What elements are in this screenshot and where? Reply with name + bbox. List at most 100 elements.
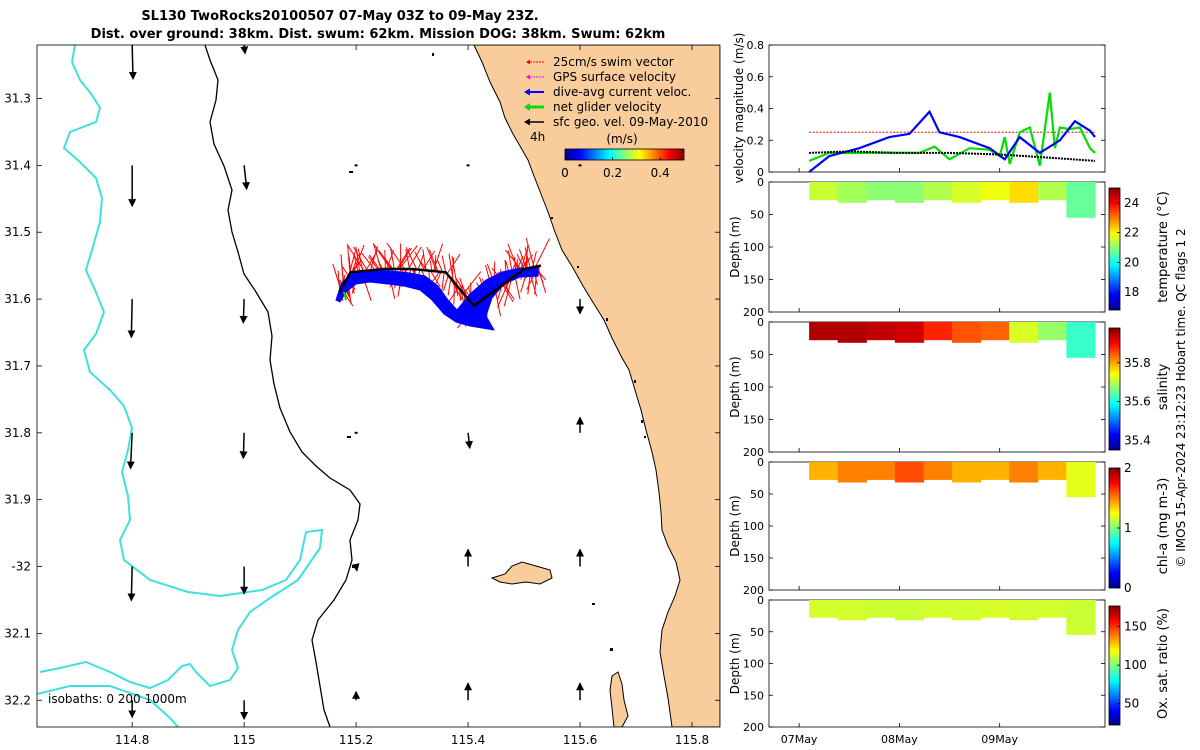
sfc-velocity-arrow xyxy=(354,164,358,167)
section-ytick-label: 0 xyxy=(757,176,764,189)
section-ytick-label: 150 xyxy=(743,414,764,427)
swim-vector xyxy=(373,244,391,270)
section-ytick-label: 100 xyxy=(743,381,764,394)
velocity-ytick-label: 0.8 xyxy=(747,39,765,52)
credit-text: © IMOS 15-Apr-2024 23:12:23 Hobart time.… xyxy=(1174,228,1188,567)
section-panel: 0 50 100 150 200 Depth (m) 50 100 150 Ox. sat. ra… xyxy=(728,594,1171,734)
section-cell xyxy=(837,600,867,621)
title-line1: SL130 TwoRocks20100507 07-May 03Z to 09-… xyxy=(141,9,538,24)
section-colorbar-label: 22 xyxy=(1124,226,1139,240)
section-cell xyxy=(1066,462,1096,498)
sfc-velocity-arrow xyxy=(126,432,135,470)
section-cell xyxy=(894,182,925,203)
section-cell xyxy=(923,182,953,201)
section-colorbar-label: 100 xyxy=(1124,658,1147,672)
velocity-ylabel: velocity magnitude (m/s) xyxy=(732,33,746,184)
sfc-velocity-arrow xyxy=(241,165,250,191)
swim-vector xyxy=(428,249,439,272)
section-axes xyxy=(768,461,1106,591)
swim-vector xyxy=(516,253,525,270)
swim-vector xyxy=(368,254,380,270)
colorbar-tick-label: 0 xyxy=(561,166,569,180)
island xyxy=(490,561,553,585)
section-cell xyxy=(866,322,896,341)
section-colorbar-label: 35.6 xyxy=(1124,395,1151,409)
map-ytick-label: 31.9 xyxy=(4,493,31,507)
section-cell xyxy=(923,462,953,480)
time-xtick-label: 08May xyxy=(881,733,918,746)
section-cell xyxy=(894,322,925,343)
velocity-series-line xyxy=(809,150,1096,162)
time-x-ticks: 07May 08May 09May xyxy=(781,733,1019,746)
velocity-ytick-label: 0.2 xyxy=(747,134,765,147)
section-ytick-label: 100 xyxy=(743,241,764,254)
section-colorbar-label: 20 xyxy=(1124,255,1139,269)
section-colorbar xyxy=(1108,327,1121,451)
legend-swim-head xyxy=(526,59,530,65)
section-ytick-label: 0 xyxy=(757,316,764,329)
section-cell xyxy=(1037,182,1067,201)
section-cell xyxy=(1037,322,1067,341)
map-ytick-label: 31.6 xyxy=(4,292,31,306)
swim-vector xyxy=(524,247,531,268)
velocity-colorbar xyxy=(564,148,685,161)
swim-vector xyxy=(426,246,437,272)
section-ytick-label: 50 xyxy=(750,209,764,222)
section-axes xyxy=(768,599,1106,728)
section-ytick-label: 50 xyxy=(750,488,764,501)
title-line2: Dist. over ground: 38km. Dist. swum: 62k… xyxy=(91,27,666,42)
land xyxy=(473,45,720,727)
sfc-velocity-arrow xyxy=(128,45,137,80)
swim-vector xyxy=(342,266,349,277)
section-colorbar-label: 1 xyxy=(1124,521,1132,535)
garden-island xyxy=(609,671,629,727)
colorbar-tick-label: 0.4 xyxy=(651,166,670,180)
swim-vector xyxy=(347,244,351,274)
section-colorbar-label: 50 xyxy=(1124,697,1139,711)
sfc-velocity-arrow xyxy=(578,164,582,167)
section-ytick-label: 200 xyxy=(743,584,764,597)
map-xtick-label: 115.6 xyxy=(563,733,597,747)
swim-vector xyxy=(494,290,501,317)
velocity-series-line xyxy=(808,92,1096,166)
swim-vector xyxy=(378,250,394,270)
map-ytick-label: 31.4 xyxy=(4,158,31,172)
sfc-velocity-arrow xyxy=(127,566,136,602)
section-cell xyxy=(894,600,925,621)
net-glider-velocity-segment xyxy=(343,291,347,301)
time-xtick-label: 07May xyxy=(781,733,818,746)
map-ytick-label: 32.1 xyxy=(4,626,31,640)
swim-vector xyxy=(414,251,425,271)
swim-vector xyxy=(390,247,395,270)
isobath-200-b xyxy=(37,685,179,727)
swim-vector xyxy=(503,277,513,307)
map-x-ticks: 114.8 115 115.2 115.4 115.6 115.8 xyxy=(115,45,709,747)
map-xtick-label: 115 xyxy=(233,733,256,747)
legend-current-head xyxy=(524,88,530,96)
swim-vector xyxy=(447,278,452,296)
section-colorbar-title: Ox. sat. ratio (%) xyxy=(1156,608,1171,719)
sfc-velocity-arrow xyxy=(239,432,248,460)
swim-vector xyxy=(353,254,359,272)
swim-vector xyxy=(525,237,535,268)
section-cell xyxy=(1037,462,1067,480)
swim-vector xyxy=(525,245,529,269)
section-cell xyxy=(866,182,896,201)
swim-vector xyxy=(361,252,376,271)
section-cell xyxy=(1037,600,1067,618)
section-ytick-label: 100 xyxy=(743,520,764,533)
swim-vector xyxy=(443,275,449,291)
velocity-panel: 0 0.2 0.4 0.6 0.8 velocity magnitude (m/s) xyxy=(732,33,1106,184)
swim-vector xyxy=(507,243,520,273)
swim-vector xyxy=(451,256,458,287)
map-ytick-label: -32 xyxy=(11,560,31,574)
swim-vector xyxy=(422,249,427,271)
colorbar-tick-label: 0.2 xyxy=(603,166,622,180)
section-colorbar-label: 35.8 xyxy=(1124,356,1151,370)
section-cell xyxy=(837,322,867,343)
legend-swim-label: 25cm/s swim vector xyxy=(553,55,674,69)
map-xtick-label: 114.8 xyxy=(115,733,149,747)
section-colorbar-label: 0 xyxy=(1124,581,1132,595)
map-legend: 25cm/s swim vector GPS surface velocity … xyxy=(524,55,708,180)
section-cell xyxy=(1009,322,1039,343)
